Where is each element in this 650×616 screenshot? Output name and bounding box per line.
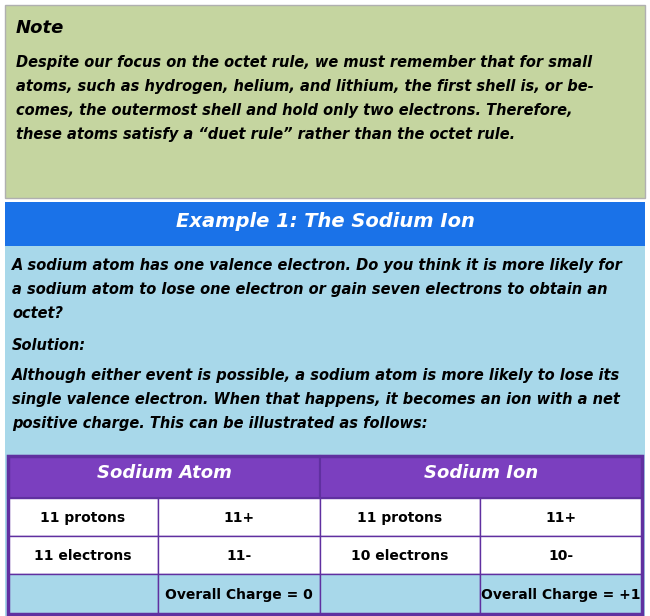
Bar (320, 574, 480, 614)
Text: Example 1: The Sodium Ion: Example 1: The Sodium Ion (176, 212, 474, 231)
Text: 11-: 11- (226, 549, 252, 563)
Text: Sodium Ion: Sodium Ion (424, 464, 538, 482)
Text: Although either event is possible, a sodium atom is more likely to lose its: Although either event is possible, a sod… (12, 368, 620, 383)
Text: 11 electrons: 11 electrons (34, 549, 132, 563)
Bar (158, 536, 320, 574)
Bar (5, 246, 645, 616)
Text: 11 protons: 11 protons (40, 511, 125, 525)
Text: single valence electron. When that happens, it becomes an ion with a net: single valence electron. When that happe… (12, 392, 620, 407)
Bar (158, 574, 320, 614)
Text: Overall Charge = 0: Overall Charge = 0 (165, 588, 313, 602)
Text: A sodium atom has one valence electron. Do you think it is more likely for: A sodium atom has one valence electron. … (12, 258, 623, 273)
Text: comes, the outermost shell and hold only two electrons. Therefore,: comes, the outermost shell and hold only… (16, 103, 573, 118)
Text: 10 electrons: 10 electrons (351, 549, 448, 563)
Bar (480, 574, 642, 614)
Bar (320, 456, 642, 498)
Bar (480, 536, 642, 574)
Bar (8, 456, 320, 498)
Text: octet?: octet? (12, 306, 63, 321)
Text: Sodium Atom: Sodium Atom (97, 464, 231, 482)
Text: 11+: 11+ (224, 511, 255, 525)
Text: Despite our focus on the octet rule, we must remember that for small: Despite our focus on the octet rule, we … (16, 55, 592, 70)
Text: 10-: 10- (549, 549, 573, 563)
Text: atoms, such as hydrogen, helium, and lithium, the first shell is, or be-: atoms, such as hydrogen, helium, and lit… (16, 79, 593, 94)
Bar (5, 202, 645, 246)
Bar (158, 498, 320, 536)
Bar (8, 498, 158, 536)
Bar (8, 536, 158, 574)
Bar (320, 536, 480, 574)
Text: positive charge. This can be illustrated as follows:: positive charge. This can be illustrated… (12, 416, 428, 431)
Text: Solution:: Solution: (12, 338, 86, 353)
Text: 11+: 11+ (545, 511, 577, 525)
Bar (8, 456, 642, 614)
Text: Overall Charge = +1: Overall Charge = +1 (481, 588, 641, 602)
Bar (5, 5, 645, 198)
Text: Note: Note (16, 19, 64, 37)
Text: a sodium atom to lose one electron or gain seven electrons to obtain an: a sodium atom to lose one electron or ga… (12, 282, 608, 297)
Bar (320, 498, 480, 536)
Bar (8, 574, 158, 614)
Bar (480, 498, 642, 536)
Text: these atoms satisfy a “duet rule” rather than the octet rule.: these atoms satisfy a “duet rule” rather… (16, 127, 515, 142)
Text: 11 protons: 11 protons (358, 511, 443, 525)
